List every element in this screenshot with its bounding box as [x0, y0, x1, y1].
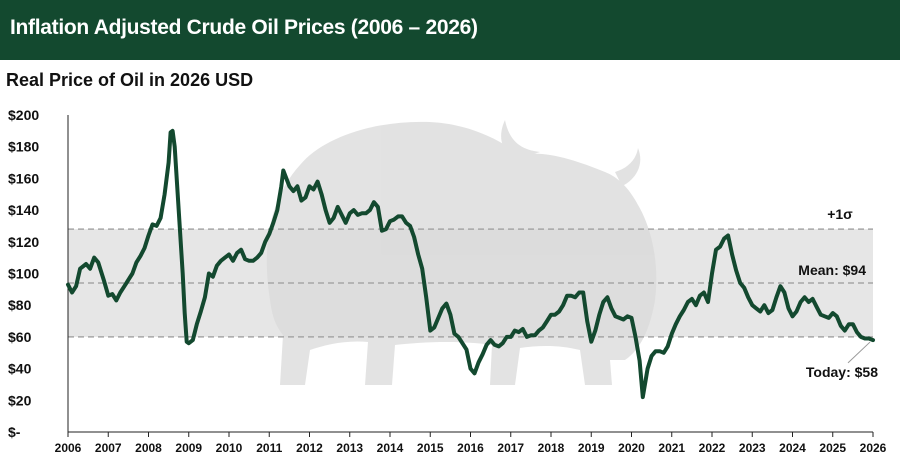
bison-right-horn [615, 148, 641, 186]
x-tick-label-14: 2020 [618, 441, 645, 455]
y-tick-label-3: $140 [8, 202, 39, 218]
x-tick-label-15: 2021 [658, 441, 685, 455]
x-tick-label-0: 2006 [55, 441, 82, 455]
x-tick-label-16: 2022 [699, 441, 726, 455]
x-tick-label-8: 2014 [377, 441, 404, 455]
today-label: Today: $58 [806, 364, 878, 380]
x-tick-label-1: 2007 [95, 441, 122, 455]
x-tick-label-12: 2018 [538, 441, 565, 455]
y-tick-label-4: $120 [8, 234, 39, 250]
y-tick-label-9: $20 [8, 392, 32, 408]
x-tick-label-19: 2025 [819, 441, 846, 455]
x-tick-label-2: 2008 [135, 441, 162, 455]
x-tick-label-17: 2023 [739, 441, 766, 455]
bison-watermark-icon [266, 120, 657, 385]
bison-left-horn [501, 120, 540, 160]
x-tick-label-5: 2011 [256, 441, 282, 455]
y-tick-label-1: $180 [8, 139, 39, 155]
mean-label: Mean: $94 [798, 262, 866, 278]
y-tick-label-7: $60 [8, 329, 32, 345]
title-banner: Inflation Adjusted Crude Oil Prices (200… [0, 0, 900, 60]
bison-body-shape [266, 121, 657, 385]
chart-subtitle: Real Price of Oil in 2026 USD [6, 70, 254, 90]
x-tick-label-13: 2019 [578, 441, 605, 455]
x-tick-label-4: 2010 [216, 441, 243, 455]
y-tick-label-8: $40 [8, 361, 32, 377]
sigma-label: +1σ [827, 206, 853, 222]
banner-title: Inflation Adjusted Crude Oil Prices (200… [10, 16, 478, 39]
x-tick-label-7: 2013 [336, 441, 363, 455]
x-tick-label-11: 2017 [497, 441, 524, 455]
x-tick-label-9: 2015 [417, 441, 444, 455]
y-tick-label-0: $200 [8, 107, 39, 123]
today-leader-line [847, 341, 871, 364]
y-tick-label-5: $100 [8, 266, 39, 282]
x-tick-label-10: 2016 [457, 441, 484, 455]
x-tick-label-20: 2026 [860, 441, 887, 455]
y-tick-label-2: $160 [8, 170, 39, 186]
series-line-0 [66, 128, 875, 400]
x-tick-label-18: 2024 [779, 441, 806, 455]
y-tick-label-10: $- [8, 424, 21, 440]
y-tick-label-6: $80 [8, 297, 32, 313]
x-tick-label-3: 2009 [175, 441, 202, 455]
x-tick-label-6: 2012 [296, 441, 323, 455]
